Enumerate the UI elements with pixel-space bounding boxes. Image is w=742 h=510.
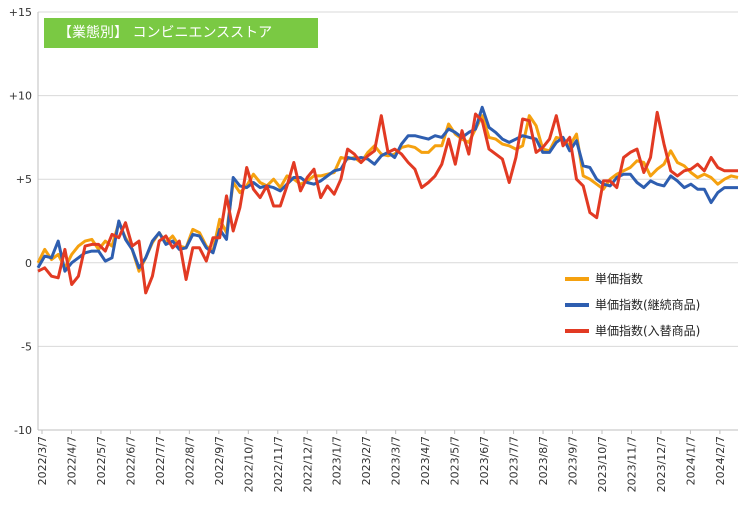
x-tick-label: 2023/1/7 <box>331 436 344 485</box>
x-tick-label: 2023/7/7 <box>508 436 521 485</box>
legend-swatch-unit-price <box>565 277 589 281</box>
legend-label: 単価指数(入替商品) <box>595 324 701 338</box>
x-tick-label: 2023/4/7 <box>419 436 432 485</box>
legend: 単価指数 単価指数(継続商品) 単価指数(入替商品) <box>555 266 725 344</box>
x-tick-label: 2022/11/7 <box>272 436 285 492</box>
x-tick-label: 2023/12/7 <box>655 436 668 492</box>
series-line-unit-price <box>36 114 739 273</box>
y-tick-label: -10 <box>14 424 32 437</box>
x-tick-label: 2022/9/7 <box>213 436 226 485</box>
x-tick-label: 2023/8/7 <box>537 436 550 485</box>
x-tick-label: 2022/10/7 <box>242 436 255 492</box>
x-tick-label: 2024/1/7 <box>684 436 697 485</box>
x-tick-label: 2022/6/7 <box>124 436 137 485</box>
series-lines <box>36 105 739 295</box>
legend-label: 単価指数(継続商品) <box>595 298 701 312</box>
x-tick-label: 2023/2/7 <box>360 436 373 485</box>
y-tick-label: +15 <box>9 6 32 19</box>
x-tick-label: 2023/3/7 <box>390 436 403 485</box>
x-tick-label: 2022/12/7 <box>301 436 314 492</box>
y-tick-label: +10 <box>9 90 32 103</box>
series-line-replacement <box>37 110 738 295</box>
x-axis: 2022/3/7 2022/4/7 2022/5/7 2022/6/7 2022/7/7… <box>36 429 738 492</box>
y-axis: +15 +10 +5 0 -5 -10 <box>9 6 39 437</box>
legend-item-continuing: 単価指数(継続商品) <box>555 292 725 318</box>
chart-title: 【業態別】 コンビニエンスストア <box>44 18 318 48</box>
y-tick-label: -5 <box>21 340 32 353</box>
grid-lines <box>38 11 738 431</box>
x-tick-label: 2023/11/7 <box>625 436 638 492</box>
series-line-continuing <box>36 105 738 273</box>
x-tick-label: 2022/8/7 <box>183 436 196 485</box>
legend-item-unit-price: 単価指数 <box>555 266 725 292</box>
x-tick-label: 2022/3/7 <box>36 436 49 485</box>
x-tick-label: 2023/6/7 <box>478 436 491 485</box>
legend-label: 単価指数 <box>595 272 644 286</box>
x-tick-label: 2023/9/7 <box>567 436 580 485</box>
x-tick-label: 2023/10/7 <box>596 436 609 492</box>
y-tick-label: +5 <box>16 173 32 186</box>
legend-item-replacement: 単価指数(入替商品) <box>555 318 725 344</box>
x-tick-label: 2024/2/7 <box>714 436 727 485</box>
x-tick-label: 2022/7/7 <box>154 436 167 485</box>
y-tick-label: 0 <box>25 257 32 270</box>
x-tick-label: 2022/5/7 <box>95 436 108 485</box>
legend-swatch-replacement <box>565 329 589 333</box>
x-tick-label: 2022/4/7 <box>65 436 78 485</box>
legend-swatch-continuing <box>565 303 589 307</box>
x-tick-label: 2023/5/7 <box>449 436 462 485</box>
